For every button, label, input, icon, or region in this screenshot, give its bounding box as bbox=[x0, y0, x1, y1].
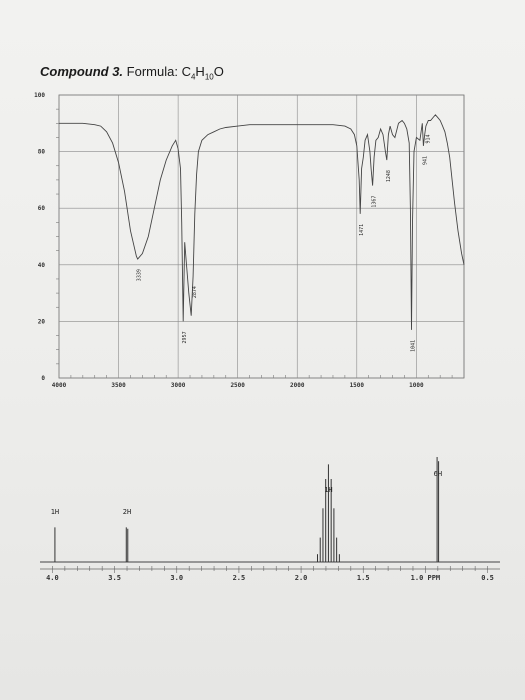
page-title: Compound 3. Formula: C4H10O bbox=[40, 64, 224, 82]
ir-x-tick-label: 4000 bbox=[52, 382, 67, 389]
nmr-x-tick-label: 3.5 bbox=[108, 574, 121, 582]
ir-peak-label: 3339 bbox=[137, 269, 143, 281]
ir-peak-label: 1248 bbox=[386, 170, 392, 182]
nmr-integration-label: 1H bbox=[51, 508, 59, 516]
ir-peak-label: 2957 bbox=[182, 331, 188, 343]
formula-prefix: Formula: C bbox=[126, 64, 191, 79]
ir-peak-label: 1471 bbox=[359, 224, 365, 236]
formula-c-count: 4 bbox=[190, 72, 196, 82]
nmr-x-tick-label: 4.0 bbox=[46, 574, 59, 582]
ir-x-tick-label: 2000 bbox=[290, 382, 305, 389]
ir-y-tick-label: 0 bbox=[41, 375, 45, 382]
ir-chart: 4000 3500 3000 2500 2000 1500 1000 100 80 60 40 20 0… bbox=[34, 92, 465, 389]
nmr-x-tick-label: 1.0 PPM bbox=[411, 574, 441, 582]
ir-spectrum-line bbox=[59, 114, 465, 330]
formula-o: O bbox=[213, 64, 224, 79]
ir-peak-label: 941 bbox=[422, 156, 428, 165]
compound-label: Compound 3. bbox=[40, 64, 124, 79]
ir-y-tick-label: 40 bbox=[38, 262, 46, 269]
ir-peak-label: 914 bbox=[426, 134, 432, 143]
nmr-integration-label: 2H bbox=[123, 508, 131, 516]
nmr-x-tick-label: 1.5 bbox=[357, 574, 370, 582]
ir-peak-label: 1041 bbox=[410, 340, 416, 352]
ir-x-tick-label: 3000 bbox=[171, 382, 186, 389]
nmr-x-tick-label: 3.0 bbox=[170, 574, 183, 582]
nmr-x-tick-label: 2.5 bbox=[233, 574, 246, 582]
ir-x-tick-label: 1500 bbox=[350, 382, 365, 389]
nmr-x-tick-label: 0.5 bbox=[481, 574, 494, 582]
ir-peak-label: 2874 bbox=[192, 286, 198, 298]
nmr-x-tick-label: 2.0 bbox=[295, 574, 308, 582]
ir-y-tick-label: 60 bbox=[38, 205, 46, 212]
formula-h: H bbox=[195, 64, 205, 79]
ir-x-tick-label: 3500 bbox=[111, 382, 126, 389]
nmr-integration-label: 6H bbox=[434, 470, 442, 478]
nmr-integration-label: 1H bbox=[324, 486, 332, 494]
ir-y-tick-label: 100 bbox=[34, 92, 45, 99]
ir-x-tick-label: 1000 bbox=[409, 382, 424, 389]
formula-h-count: 10 bbox=[204, 72, 214, 82]
ir-x-tick-label: 2500 bbox=[230, 382, 245, 389]
ir-peak-label: 1367 bbox=[372, 196, 378, 208]
ir-y-tick-label: 20 bbox=[38, 318, 46, 325]
ir-y-tick-label: 80 bbox=[38, 149, 46, 156]
